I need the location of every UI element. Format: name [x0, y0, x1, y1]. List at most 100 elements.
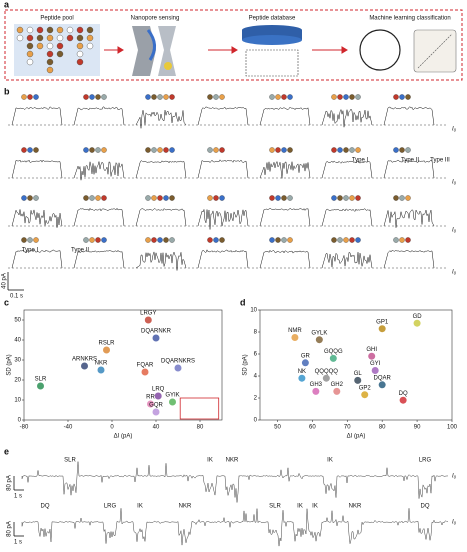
y-tick-label: 10: [250, 308, 257, 314]
residue-icon: [343, 237, 349, 243]
cluster-point: [174, 364, 182, 372]
residue-icon: [281, 195, 287, 201]
type-label: Type I: [352, 158, 369, 164]
trace: [11, 159, 63, 179]
cluster-label: GH3: [310, 382, 323, 388]
trace: [321, 208, 373, 227]
type-label: Type II: [71, 248, 89, 254]
residue-icon: [399, 195, 405, 201]
trace: [197, 159, 249, 179]
event-label: IK: [312, 504, 318, 510]
cluster-label: GL: [354, 371, 363, 377]
cluster-label: DQAR: [374, 375, 392, 381]
residue-icon: [213, 147, 219, 153]
baseline-label: I₀: [452, 180, 457, 186]
cluster-point: [37, 382, 44, 390]
x-tick-label: 0: [110, 425, 114, 431]
residue-icon: [399, 147, 405, 153]
bead: [26, 26, 34, 34]
type-label: Type III: [430, 158, 450, 164]
panel-label: b: [4, 86, 10, 96]
cluster-label: GQR: [149, 403, 163, 409]
trace: [321, 160, 373, 179]
residue-icon: [355, 147, 361, 153]
event-label: DQ: [41, 504, 50, 510]
residue-icon: [89, 147, 95, 153]
residue-icon: [355, 237, 361, 243]
bead: [86, 34, 94, 42]
bead: [46, 42, 54, 50]
residue-icon: [275, 94, 281, 100]
y-axis-label: SD (pA): [243, 354, 249, 375]
residue-icon: [157, 195, 163, 201]
trace: [11, 249, 63, 269]
residue-icon: [269, 237, 275, 243]
cluster-point: [315, 336, 323, 344]
scale-label: 40 pA: [2, 273, 8, 289]
x-tick-label: -80: [20, 425, 29, 431]
baseline-label: I₀: [452, 474, 457, 480]
residue-icon: [21, 195, 27, 201]
y-tick-label: 50: [14, 318, 21, 324]
x-tick-label: 80: [197, 425, 204, 431]
trace: [259, 160, 311, 179]
cluster-label: GYI: [370, 361, 381, 367]
residue-icon: [219, 195, 225, 201]
residue-icon: [163, 237, 169, 243]
event-label: SLR: [269, 504, 281, 510]
x-tick-label: 50: [274, 425, 281, 431]
trace: [197, 209, 249, 230]
residue-icon: [287, 147, 293, 153]
plot-frame: [23, 309, 223, 421]
bead: [56, 50, 64, 58]
residue-icon: [89, 237, 95, 243]
bead: [46, 66, 54, 74]
cluster-point: [329, 354, 337, 362]
baseline-label: I₀: [452, 270, 457, 276]
bead: [76, 50, 84, 58]
residue-icon: [145, 237, 151, 243]
y-tick-label: 30: [14, 358, 21, 364]
bead: [26, 34, 34, 42]
bead: [56, 34, 64, 42]
decision-line: [417, 33, 453, 69]
y-axis-label: SD (pA): [7, 354, 13, 375]
residue-icon: [101, 237, 107, 243]
scale-label: 80 pA: [7, 475, 13, 491]
cluster-label: QQQQQ: [315, 369, 339, 375]
residue-icon: [213, 237, 219, 243]
x-tick-label: 90: [414, 425, 421, 431]
cluster-point: [141, 368, 149, 376]
residue-icon: [151, 147, 157, 153]
residue-icon: [393, 94, 399, 100]
trace: [383, 106, 435, 126]
cluster-label: GYIK: [165, 393, 179, 399]
scale-label: 1 s: [14, 540, 22, 546]
x-tick-label: 70: [344, 425, 351, 431]
residue-icon: [349, 195, 355, 201]
residue-icon: [281, 147, 287, 153]
highlight-box: [179, 397, 220, 420]
cluster-label: DQARNKRS: [161, 359, 195, 365]
event-label: IK: [327, 458, 333, 464]
residue-icon: [337, 147, 343, 153]
y-tick-label: 2: [254, 396, 258, 402]
trace: [73, 161, 125, 181]
event-label: IK: [137, 504, 143, 510]
bead: [46, 50, 54, 58]
cluster-point: [413, 319, 421, 327]
cluster-label: GQQG: [324, 349, 343, 355]
cluster-point: [399, 396, 407, 404]
cluster-point: [322, 374, 330, 382]
residue-icon: [405, 237, 411, 243]
residue-icon: [275, 195, 281, 201]
step-title: Peptide database: [249, 16, 296, 22]
bead: [26, 58, 34, 66]
cluster-point: [147, 400, 154, 408]
residue-icon: [157, 147, 163, 153]
bead: [86, 42, 94, 50]
trace: [383, 159, 435, 179]
residue-icon: [33, 94, 39, 100]
cluster-point: [154, 392, 162, 400]
residue-icon: [287, 94, 293, 100]
